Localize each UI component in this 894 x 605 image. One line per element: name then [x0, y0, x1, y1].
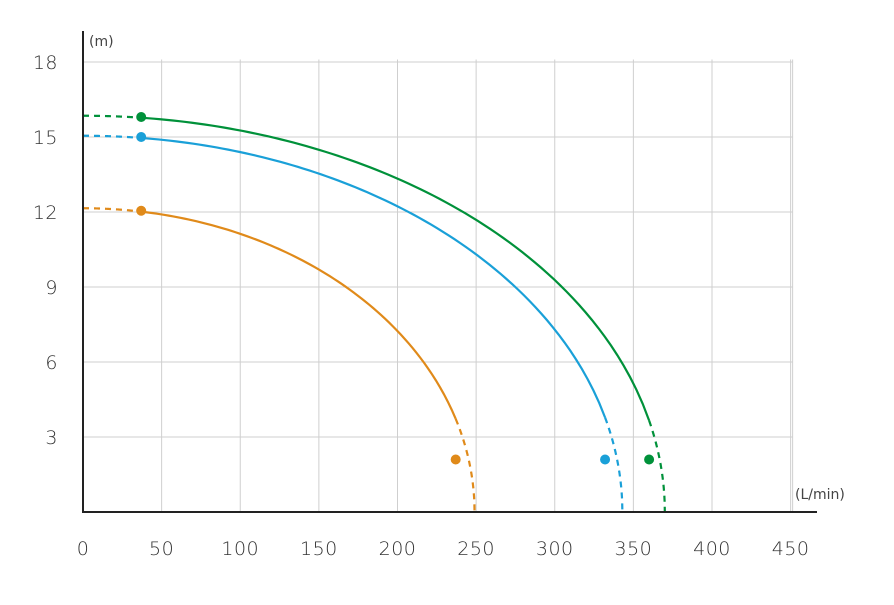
curve-dashed-end-2	[454, 418, 476, 513]
x-tick-label: 250	[457, 538, 495, 560]
x-tick-label: 200	[379, 538, 417, 560]
curve-marker-1	[600, 454, 611, 465]
curve-dashed-start-1	[83, 134, 142, 140]
grid	[83, 59, 794, 512]
curve-marker-1	[136, 132, 147, 142]
x-tick-label: 100	[221, 538, 259, 560]
y-tick-label: 18	[33, 52, 58, 74]
y-tick-label: 3	[45, 427, 58, 449]
curve-marker-2	[136, 205, 147, 216]
x-tick-label: 350	[614, 538, 652, 560]
curve-solid-2	[141, 210, 457, 420]
curve-dashed-start-0	[83, 114, 142, 119]
axes	[82, 31, 817, 513]
curve-dashed-end-0	[648, 420, 666, 513]
curve-dashed-end-1	[604, 417, 624, 513]
x-tick-label: 400	[693, 538, 731, 560]
x-tick-label: 450	[772, 538, 810, 560]
y-tick-label: 12	[33, 202, 58, 224]
x-tick-label: 300	[536, 538, 574, 560]
curve-solid-0	[141, 116, 651, 421]
x-tick-label: 150	[300, 538, 338, 560]
x-tick-label: 50	[149, 538, 174, 560]
y-tick-label: 15	[33, 127, 58, 149]
curve-solid-1	[141, 136, 607, 418]
x-tick-label: 0	[77, 538, 90, 560]
curve-dashed-start-2	[83, 207, 142, 213]
x-axis-unit: (L/min)	[795, 487, 845, 503]
y-axis-unit: (m)	[89, 34, 114, 50]
curve-marker-0	[644, 454, 655, 465]
curve-marker-0	[136, 112, 147, 122]
y-tick-label: 9	[45, 277, 58, 299]
curves	[83, 112, 666, 513]
curve-marker-2	[450, 454, 461, 465]
tick-labels: 0 50 100 150 200 250 300 350 400 450 3 6 9 12 15 18	[33, 52, 810, 560]
y-tick-label: 6	[45, 352, 58, 374]
